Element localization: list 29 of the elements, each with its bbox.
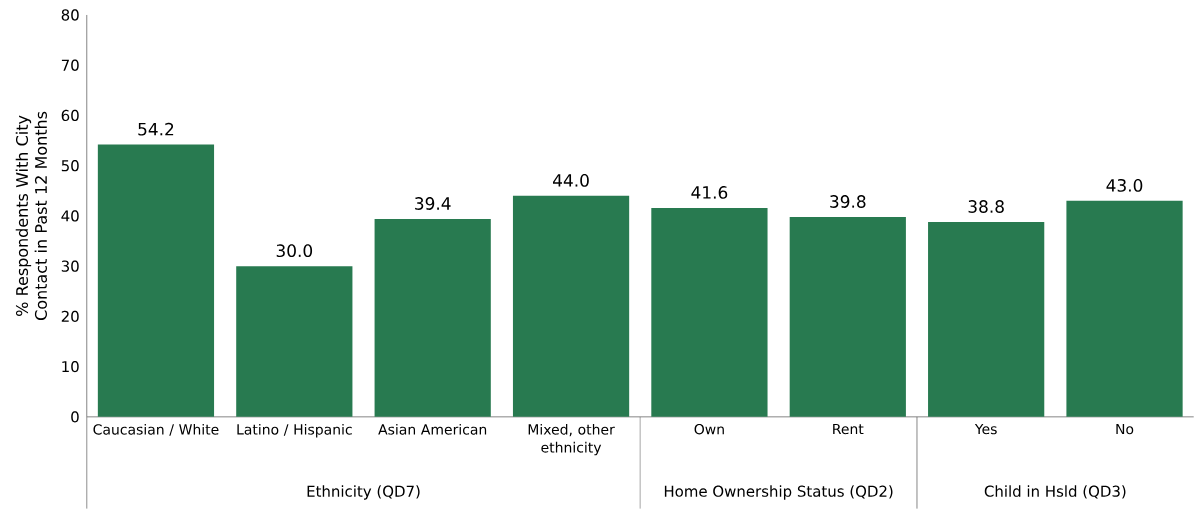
data-label: 44.0	[553, 173, 589, 187]
y-tick-label: 60	[61, 109, 79, 122]
y-axis-title: % Respondents With City Contact in Past 12 Months	[15, 111, 47, 320]
y-tick-label: 10	[62, 360, 79, 373]
x-tick-label: Mixed, other ethnicity	[528, 423, 615, 456]
x-tick-label: No	[1116, 423, 1134, 435]
x-tick-label: Caucasian / White	[93, 423, 219, 436]
data-label: 38.8	[968, 200, 1004, 213]
data-label: 30.0	[276, 244, 313, 258]
data-label: 43.0	[1106, 178, 1143, 192]
text: Ethnicity (QD7)	[307, 485, 420, 500]
y-tick-label: 80	[61, 9, 79, 21]
text: Child in Hsld (QD3)	[984, 485, 1126, 499]
data-label: 41.6	[691, 186, 728, 199]
y-tick-label: 30	[61, 260, 79, 272]
y-tick-label: 50	[61, 160, 79, 172]
y-tick-label: 70	[61, 59, 79, 71]
y-tick-label: 20	[61, 310, 79, 323]
x-tick-label: Latino / Hispanic	[237, 423, 352, 438]
y-tick-label: 40	[61, 210, 79, 222]
x-tick-label: Rent	[833, 423, 864, 435]
y-tick-label: 0	[71, 411, 79, 423]
x-tick-label: Own	[694, 423, 724, 435]
text: Home Ownership Status (QD2)	[664, 485, 893, 500]
data-label: 39.4	[415, 197, 451, 210]
x-tick-label: Yes	[974, 423, 997, 435]
data-label: 54.2	[138, 122, 174, 136]
x-tick-label: Asian American	[378, 423, 487, 435]
data-label: 39.8	[830, 195, 866, 208]
